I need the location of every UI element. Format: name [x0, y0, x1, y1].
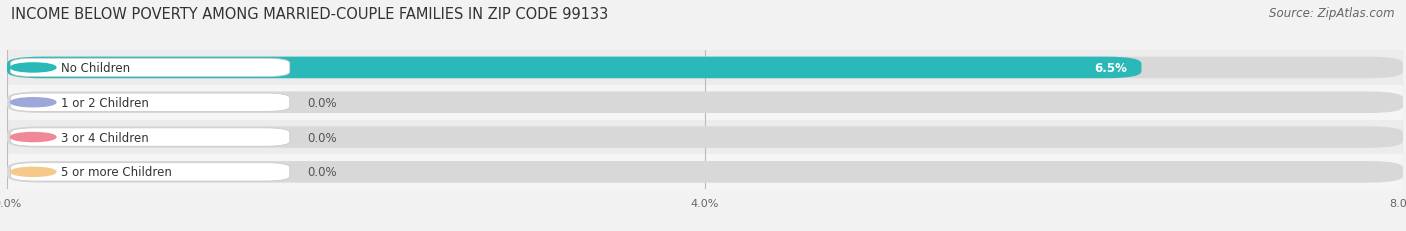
Circle shape — [10, 168, 56, 177]
Text: Source: ZipAtlas.com: Source: ZipAtlas.com — [1270, 7, 1395, 20]
Circle shape — [10, 133, 56, 142]
Text: 3 or 4 Children: 3 or 4 Children — [60, 131, 149, 144]
FancyBboxPatch shape — [7, 127, 1403, 148]
Text: 6.5%: 6.5% — [1095, 62, 1128, 75]
Text: No Children: No Children — [60, 62, 131, 75]
FancyBboxPatch shape — [7, 161, 1403, 183]
FancyBboxPatch shape — [10, 59, 290, 77]
FancyBboxPatch shape — [7, 58, 1403, 79]
FancyBboxPatch shape — [10, 128, 290, 147]
FancyBboxPatch shape — [7, 120, 1403, 155]
FancyBboxPatch shape — [7, 51, 1403, 85]
Text: 0.0%: 0.0% — [307, 96, 337, 109]
FancyBboxPatch shape — [7, 85, 1403, 120]
FancyBboxPatch shape — [7, 155, 1403, 189]
Text: 0.0%: 0.0% — [307, 131, 337, 144]
FancyBboxPatch shape — [10, 163, 290, 181]
Text: INCOME BELOW POVERTY AMONG MARRIED-COUPLE FAMILIES IN ZIP CODE 99133: INCOME BELOW POVERTY AMONG MARRIED-COUPL… — [11, 7, 609, 22]
Text: 5 or more Children: 5 or more Children — [60, 166, 172, 179]
Circle shape — [10, 98, 56, 107]
FancyBboxPatch shape — [7, 92, 1403, 113]
FancyBboxPatch shape — [10, 94, 290, 112]
Text: 0.0%: 0.0% — [307, 166, 337, 179]
Circle shape — [10, 64, 56, 73]
FancyBboxPatch shape — [7, 58, 1142, 79]
Text: 1 or 2 Children: 1 or 2 Children — [60, 96, 149, 109]
